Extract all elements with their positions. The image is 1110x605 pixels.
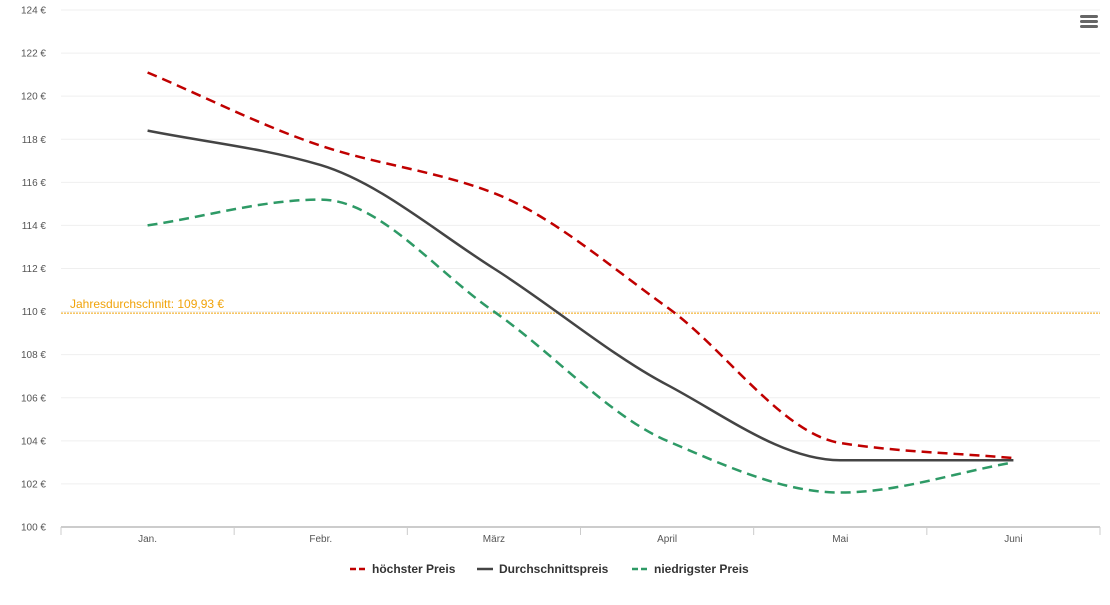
x-tick-label: April (657, 534, 677, 545)
series-line-hochster-preis[interactable] (147, 71, 1014, 460)
legend-label: niedrigster Preis (654, 562, 749, 576)
y-tick-label: 118 € (22, 135, 47, 146)
x-tick-label: Juni (1004, 534, 1022, 545)
menu-bar-middle (1080, 20, 1098, 23)
y-axis: 100 € 102 € 104 € 106 € 108 € 110 € 112 € 114 €… (21, 6, 46, 534)
y-tick-label: 120 € (21, 92, 46, 103)
x-axis: Jan. Febr. März April Mai Juni (60, 526, 1101, 545)
grid-lines (61, 9, 1100, 528)
legend-label: Durchschnittspreis (499, 562, 609, 576)
average-line-group: Jahresdurchschnitt: 109,93 € (61, 297, 1100, 314)
legend-item-durchschnittspreis[interactable]: Durchschnittspreis (477, 562, 609, 576)
y-tick-label: 110 € (22, 307, 47, 318)
hamburger-menu-icon[interactable] (1080, 15, 1098, 28)
x-tick-label: Mai (832, 534, 848, 545)
y-tick-label: 114 € (22, 221, 47, 232)
x-tick-label: Febr. (309, 534, 332, 545)
menu-bar-top (1080, 15, 1098, 18)
y-tick-label: 122 € (21, 49, 46, 60)
series-line-durchschnittspreis[interactable] (147, 129, 1014, 462)
legend-item-hochster-preis[interactable]: höchster Preis (350, 562, 456, 576)
y-tick-label: 106 € (21, 393, 46, 404)
y-tick-label: 124 € (21, 6, 46, 17)
menu-bar-bottom (1080, 25, 1098, 28)
legend-item-niedrigster-preis[interactable]: niedrigster Preis (632, 562, 749, 576)
y-tick-label: 100 € (21, 523, 46, 534)
y-tick-label: 112 € (22, 264, 47, 275)
y-tick-label: 102 € (21, 479, 46, 490)
x-tick-label: Jan. (138, 534, 157, 545)
series-line-niedrigster-preis[interactable] (147, 198, 1014, 494)
x-tick-label: März (483, 534, 505, 545)
average-line-label: Jahresdurchschnitt: 109,93 € (70, 297, 224, 311)
y-tick-label: 104 € (21, 436, 46, 447)
legend: höchster Preis Durchschnittspreis niedrigs… (350, 562, 749, 576)
y-tick-label: 108 € (21, 350, 46, 361)
series-group (147, 71, 1014, 494)
y-tick-label: 116 € (22, 178, 47, 189)
legend-label: höchster Preis (372, 562, 456, 576)
